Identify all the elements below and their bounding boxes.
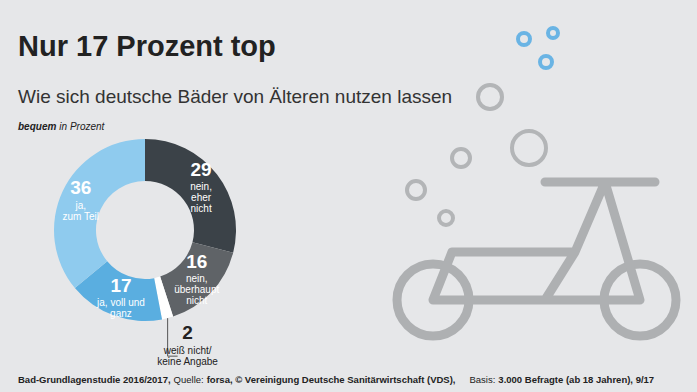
category-label: ja, — [74, 200, 86, 211]
bubble — [512, 131, 546, 165]
bubble — [439, 211, 453, 225]
background — [0, 0, 697, 392]
bubble — [548, 28, 558, 38]
category-label: eher — [191, 192, 212, 203]
source-part: Basis: — [469, 374, 495, 385]
data-label: 29 — [191, 159, 212, 180]
annotation-part: in Prozent — [59, 121, 105, 132]
bubble — [540, 56, 552, 68]
data-label: 16 — [186, 251, 207, 272]
slice — [54, 139, 145, 288]
annotation-part: bequem — [18, 121, 56, 132]
rollator-frame — [433, 182, 655, 300]
annotation: bequemin Prozent — [18, 121, 106, 132]
slice — [145, 139, 236, 253]
donut — [54, 139, 236, 321]
source-part: 3.000 Befragte (ab 18 Jahren), 9/17 — [498, 374, 654, 385]
category-label: nicht — [191, 203, 212, 214]
category-label: ja, voll und — [96, 297, 145, 308]
category-label: überhaupt — [174, 284, 219, 295]
category-label: keine Angabe — [157, 356, 218, 367]
category-label: weiß nicht/ — [163, 345, 212, 356]
source-part: Bad-Grundlagenstudie 2016/2017, — [18, 374, 171, 385]
source-part: Quelle: — [174, 374, 204, 385]
data-label: 2 — [182, 322, 193, 343]
decoration — [397, 28, 676, 336]
source-part: forsa, © Vereinigung Deutsche Sanitärwir… — [207, 374, 456, 385]
source: Bad-Grundlagenstudie 2016/2017,Quelle:fo… — [18, 374, 654, 385]
bubble — [452, 149, 470, 167]
bubble — [478, 85, 502, 109]
subtitle: Wie sich deutsche Bäder von Älteren nutz… — [18, 86, 452, 107]
bubble — [518, 33, 530, 45]
category-label: nein, — [186, 273, 208, 284]
data-labels: 29nein,ehernicht16nein,überhauptnicht2we… — [63, 159, 220, 367]
title: Nur 17 Prozent top — [18, 30, 276, 62]
category-label: ganz — [110, 308, 132, 319]
slice — [160, 242, 233, 316]
category-label: nicht — [186, 295, 207, 306]
data-label: 36 — [70, 177, 91, 198]
chart: Nur 17 Prozent top Wie sich deutsche Bäde… — [0, 0, 697, 392]
category-label: nein, — [190, 181, 212, 192]
bubble — [407, 181, 425, 199]
data-label: 17 — [110, 275, 131, 296]
category-label: zum Teil — [63, 211, 100, 222]
